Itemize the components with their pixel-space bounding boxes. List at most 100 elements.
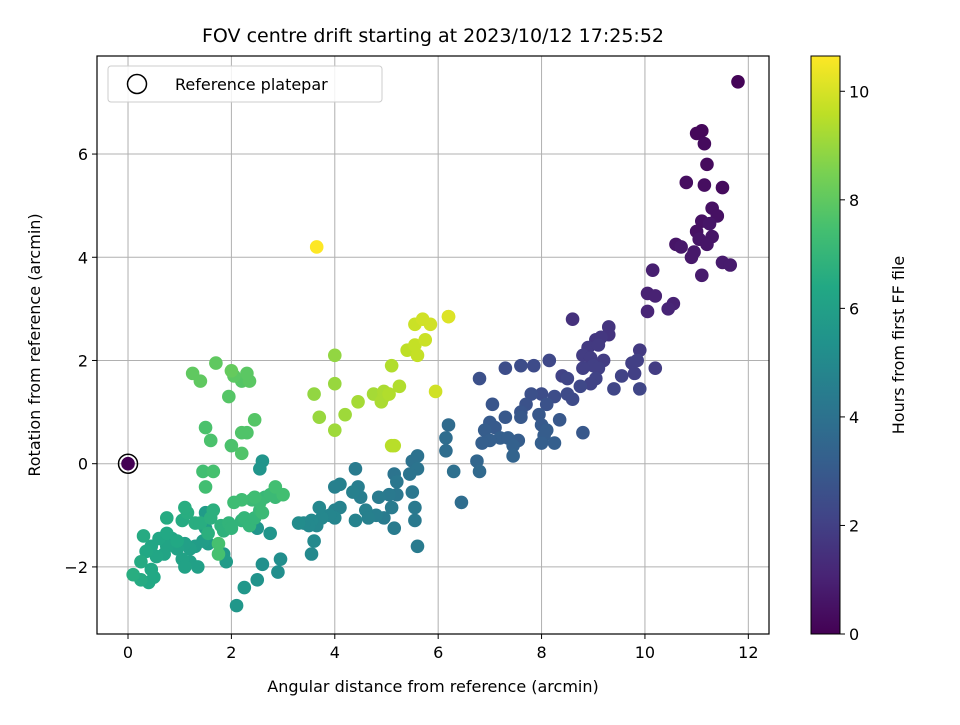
y-tick-label: 0 (78, 455, 88, 474)
scatter-point (715, 180, 730, 195)
colorbar-gradient (810, 55, 841, 635)
scatter-point (674, 240, 688, 254)
scatter-point (224, 364, 239, 378)
x-tick-label: 6 (433, 643, 443, 662)
colorbar-tick-label: 8 (849, 191, 859, 210)
scatter-point (640, 304, 655, 319)
scatter-point (247, 490, 262, 505)
scatter-point (224, 521, 239, 536)
scatter-point (731, 75, 745, 89)
scatter-point (591, 338, 606, 352)
scatter-point (423, 317, 438, 332)
scatter-point (625, 356, 639, 370)
colorbar-tick-label: 2 (849, 516, 859, 535)
legend-box (107, 65, 383, 103)
scatter-point (700, 157, 714, 172)
scatter-point (307, 387, 321, 401)
scatter-point (327, 480, 342, 494)
scatter-point (255, 505, 270, 520)
colorbar-label: Hours from first FF file (889, 256, 908, 435)
scatter-point (198, 480, 213, 494)
colorbar-tick-label: 4 (849, 408, 859, 427)
scatter-point (307, 534, 321, 548)
scatter-point (198, 420, 213, 435)
x-tick-label: 8 (536, 643, 546, 662)
scatter-point (614, 369, 629, 383)
scatter-point (723, 258, 738, 272)
scatter-point (193, 374, 208, 388)
reference-marker (117, 453, 139, 474)
scatter-point (327, 376, 342, 391)
scatter-point (477, 423, 492, 437)
scatter-point (234, 425, 249, 440)
scatter-point (237, 580, 252, 595)
scatter-point (338, 407, 352, 422)
scatter-point (405, 485, 420, 499)
scatter-point (178, 500, 192, 515)
scatter-point (472, 371, 487, 386)
scatter-point (346, 485, 360, 499)
scatter-point (312, 410, 327, 425)
x-tick-label: 10 (635, 643, 655, 662)
scatter-point (268, 480, 283, 494)
legend-marker (126, 73, 148, 95)
scatter-point (209, 356, 223, 370)
scatter-point (240, 366, 254, 381)
scatter-point (506, 438, 520, 453)
scatter-point (206, 464, 221, 479)
scatter-point (441, 309, 456, 324)
scatter-point (485, 397, 500, 412)
scatter-point (211, 536, 226, 551)
scatter-point (695, 268, 709, 283)
x-tick-label: 4 (330, 643, 340, 662)
scatter-point (439, 443, 453, 458)
scatter-point (291, 516, 306, 530)
colorbar: 0 2 4 6 8 10 Hours from first FF file (810, 55, 908, 644)
scatter-point (632, 343, 647, 357)
scatter-point (348, 513, 363, 528)
colorbar-tick-label: 6 (849, 299, 859, 318)
scatter-point (134, 554, 148, 569)
y-tick-label: 2 (78, 351, 88, 370)
scatter-point (224, 438, 239, 453)
scatter-point (648, 289, 663, 303)
scatter-point (627, 366, 642, 381)
scatter-point (583, 376, 598, 391)
scatter-point (506, 449, 520, 463)
scatter-point (428, 384, 443, 399)
scatter-point (387, 438, 402, 453)
scatter-point (552, 413, 567, 427)
scatter-point (498, 410, 513, 425)
scatter-point (573, 379, 588, 394)
scatter-point (382, 387, 396, 401)
scatter-point (351, 394, 365, 409)
scatter-point (312, 500, 327, 515)
scatter-point (382, 487, 396, 502)
y-tick-label: 4 (78, 248, 88, 267)
scatter-point (402, 467, 417, 481)
y-tick-label: −2 (64, 558, 88, 577)
scatter-point (661, 302, 675, 316)
scatter-point (418, 333, 433, 347)
scatter-point (591, 361, 606, 376)
scatter-point (126, 567, 140, 582)
scatter-point (392, 379, 407, 394)
scatter-point (159, 526, 174, 541)
scatter-point (206, 503, 221, 517)
scatter-point (689, 126, 704, 141)
scatter-point (565, 392, 580, 406)
scatter-point (560, 371, 575, 386)
scatter-point (139, 544, 153, 559)
scatter-point (475, 436, 489, 450)
scatter-point (178, 560, 192, 574)
legend-label: Reference platepar (175, 75, 328, 94)
x-axis-ticks: 0 2 4 6 8 10 12 (123, 634, 759, 662)
scatter-point (273, 552, 288, 566)
chart-title: FOV centre drift starting at 2023/10/12 … (202, 25, 664, 47)
scatter-point (632, 382, 647, 396)
grid-lines (97, 56, 769, 634)
y-axis-ticks: −2 0 2 4 6 (64, 145, 97, 577)
scatter-point (361, 511, 376, 525)
scatter-point (159, 511, 174, 525)
